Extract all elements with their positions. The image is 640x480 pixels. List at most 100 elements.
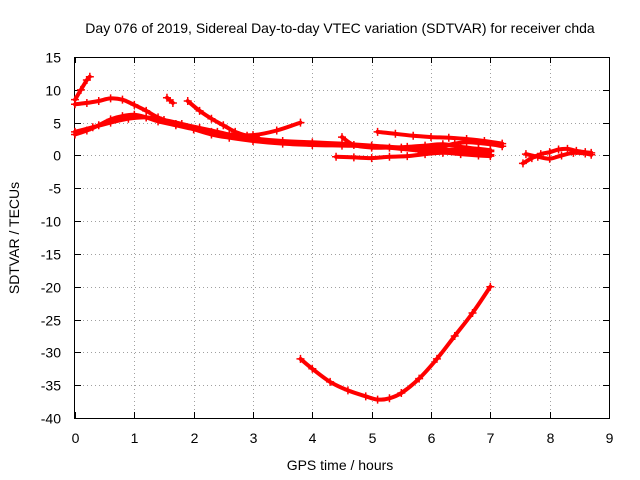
data-point-marker: [486, 152, 495, 161]
y-tick-label: 10: [45, 83, 61, 99]
y-tick-label: -15: [41, 247, 61, 263]
data-point-marker: [581, 149, 590, 158]
data-point-marker: [533, 152, 542, 161]
data-point-marker: [391, 129, 400, 138]
data-point-marker: [409, 131, 418, 140]
x-tick-label: 7: [487, 430, 495, 446]
data-point-marker: [106, 118, 115, 127]
data-point-marker: [486, 282, 495, 291]
data-point-marker: [213, 127, 222, 136]
data-point-marker: [456, 150, 465, 159]
data-point-marker: [557, 151, 566, 160]
data-point-marker: [76, 85, 85, 94]
y-tick-label: -25: [41, 313, 61, 329]
data-point-marker: [518, 159, 527, 168]
data-point-marker: [219, 121, 228, 130]
series-arc-1: [71, 72, 94, 104]
y-tick-label: 15: [45, 50, 61, 66]
series-trace: [73, 74, 92, 102]
data-point-marker: [124, 114, 133, 123]
series-trace: [334, 150, 493, 161]
y-axis-label: SDTVAR / TECUs: [6, 182, 22, 294]
data-point-marker: [130, 100, 139, 109]
y-tick-label: -30: [41, 345, 61, 361]
data-point-marker: [450, 331, 459, 340]
data-point-marker: [427, 133, 435, 142]
x-tick-label: 8: [547, 430, 555, 446]
data-point-marker: [88, 123, 97, 132]
x-tick-label: 5: [369, 430, 377, 446]
data-series: [71, 72, 596, 404]
y-tick-label: -20: [41, 280, 61, 296]
data-point-marker: [587, 150, 596, 159]
series-arc-8: [332, 148, 495, 163]
data-point-marker: [361, 392, 370, 401]
data-point-marker: [432, 354, 441, 363]
data-point-marker: [415, 374, 424, 383]
data-point-marker: [296, 118, 305, 127]
data-point-marker: [94, 96, 103, 105]
data-point-marker: [569, 148, 578, 157]
data-point-marker: [367, 154, 376, 163]
y-tick-label: -10: [41, 214, 61, 230]
x-tick-label: 2: [191, 430, 199, 446]
data-point-marker: [308, 364, 317, 373]
data-point-marker: [106, 94, 115, 103]
x-tick-label: 1: [131, 430, 139, 446]
data-point-marker: [183, 96, 192, 105]
data-point-marker: [142, 113, 151, 122]
data-point-marker: [474, 151, 483, 160]
data-point-marker: [498, 142, 507, 151]
data-point-marker: [326, 377, 335, 386]
data-point-marker: [207, 114, 216, 123]
data-point-marker: [118, 95, 127, 104]
y-tick-label: -40: [41, 411, 61, 427]
series-trace: [298, 284, 493, 402]
data-point-marker: [373, 395, 382, 404]
series-arc-5: [162, 93, 177, 107]
data-point-marker: [195, 106, 204, 115]
data-point-marker: [177, 119, 186, 128]
data-point-marker: [438, 142, 447, 151]
series-arc-10: [415, 138, 507, 156]
data-point-marker: [195, 123, 204, 132]
data-point-marker: [168, 98, 177, 107]
data-point-marker: [160, 116, 168, 125]
series-arc-12: [521, 148, 596, 163]
data-point-marker: [427, 144, 435, 153]
data-point-marker: [474, 138, 483, 147]
data-point-marker: [338, 133, 346, 142]
data-point-marker: [444, 133, 453, 142]
x-tick-label: 4: [309, 430, 317, 446]
grid-lines: [75, 57, 609, 418]
x-axis-label: GPS time / hours: [287, 457, 394, 473]
data-point-marker: [367, 143, 376, 152]
data-point-marker: [349, 153, 358, 162]
y-tick-label: 5: [53, 116, 61, 132]
data-point-marker: [308, 138, 317, 147]
data-point-marker: [554, 145, 563, 154]
data-point-marker: [332, 152, 341, 161]
data-point-marker: [231, 127, 240, 136]
y-tick-label: -35: [41, 378, 61, 394]
series-trace: [165, 95, 175, 105]
y-tick-labels: 15 10 5 0 -5 -10 -15 -20 -25 -30 -35 -40: [41, 50, 61, 427]
x-tick-label: 9: [606, 430, 614, 446]
data-point-marker: [71, 127, 79, 136]
data-point-marker: [403, 152, 412, 161]
x-tick-label: 6: [428, 430, 436, 446]
series-trace: [340, 135, 493, 153]
data-point-marker: [272, 126, 281, 135]
data-point-marker: [254, 134, 263, 143]
data-point-marker: [243, 131, 252, 140]
data-point-marker: [521, 150, 530, 159]
data-point-marker: [385, 152, 394, 161]
data-point-marker: [278, 137, 287, 146]
data-point-marker: [385, 143, 394, 152]
data-point-marker: [373, 127, 382, 136]
x-tick-label: 0: [72, 430, 80, 446]
data-point-marker: [403, 142, 412, 151]
data-point-marker: [450, 139, 459, 148]
axis-ticks: [75, 57, 610, 419]
